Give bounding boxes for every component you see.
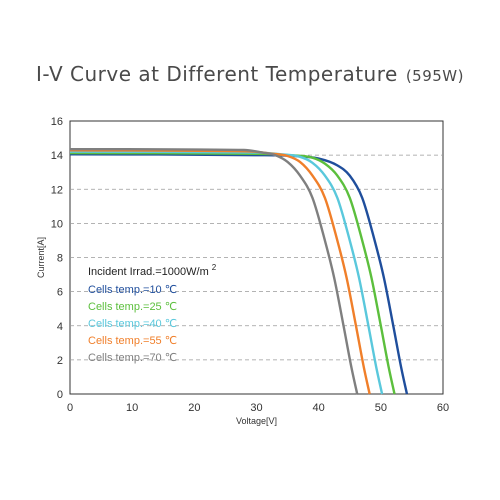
x-tick-label: 10 <box>126 402 138 414</box>
y-tick-label: 8 <box>57 253 63 265</box>
y-tick-label: 0 <box>57 389 63 401</box>
irradiance-superscript: 2 <box>212 263 217 272</box>
x-axis-label: Voltage[V] <box>236 416 277 426</box>
y-tick-label: 4 <box>57 321 63 333</box>
legend-item-2: Cells temp.=25 ℃ <box>88 301 177 313</box>
y-axis-label: Current[A] <box>36 237 46 278</box>
x-tick-label: 60 <box>437 402 449 414</box>
y-axis-ticks: 0 2 4 6 8 10 12 14 16 <box>51 116 63 401</box>
y-tick-label: 16 <box>51 116 63 128</box>
legend-item-4: Cells temp.=55 ℃ <box>88 335 177 347</box>
irradiance-annotation: Incident Irrad.=1000W/m 2 <box>88 263 217 278</box>
chart-title-text: I-V Curve at Different Temperature <box>36 62 398 86</box>
y-tick-label: 2 <box>57 355 63 367</box>
y-tick-label: 12 <box>51 184 63 196</box>
x-tick-label: 0 <box>67 402 73 414</box>
x-axis-ticks: 0 10 20 30 40 50 60 <box>67 402 449 414</box>
y-tick-label: 6 <box>57 287 63 299</box>
x-tick-label: 30 <box>250 402 262 414</box>
y-tick-label: 14 <box>51 150 63 162</box>
chart-subtitle: (595W) <box>405 67 464 85</box>
legend: Cells temp.=10 ℃ Cells temp.=25 ℃ Cells te… <box>88 284 177 364</box>
legend-item-1: Cells temp.=10 ℃ <box>88 284 177 296</box>
legend-item-3: Cells temp.=40 ℃ <box>88 318 177 330</box>
chart-title: I-V Curve at Different Temperature (595W) <box>0 62 500 86</box>
series-line-5 <box>69 147 359 395</box>
x-tick-label: 50 <box>375 402 387 414</box>
irradiance-text: Incident Irrad.=1000W/m <box>88 266 209 278</box>
x-tick-label: 20 <box>188 402 200 414</box>
y-tick-label: 10 <box>51 218 63 230</box>
series-line-1 <box>69 153 409 395</box>
x-tick-label: 40 <box>313 402 325 414</box>
series-group <box>69 147 409 395</box>
legend-item-5: Cells temp.=70 ℃ <box>88 352 177 364</box>
